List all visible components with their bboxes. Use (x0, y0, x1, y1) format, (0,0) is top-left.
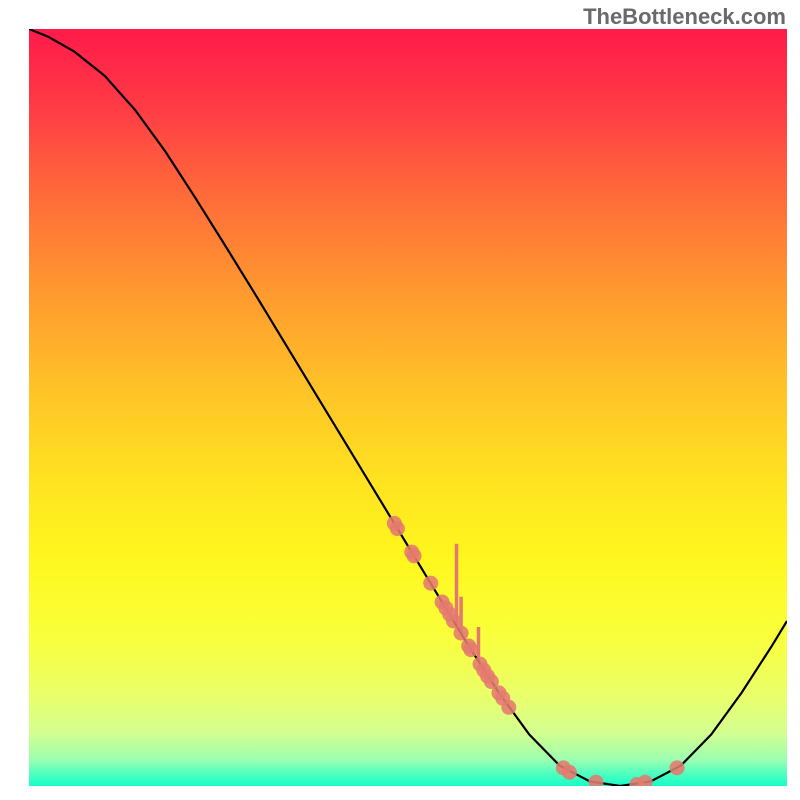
plot-area (29, 29, 787, 786)
watermark-text: TheBottleneck.com (583, 4, 786, 30)
chart-container: TheBottleneck.com (0, 0, 800, 800)
